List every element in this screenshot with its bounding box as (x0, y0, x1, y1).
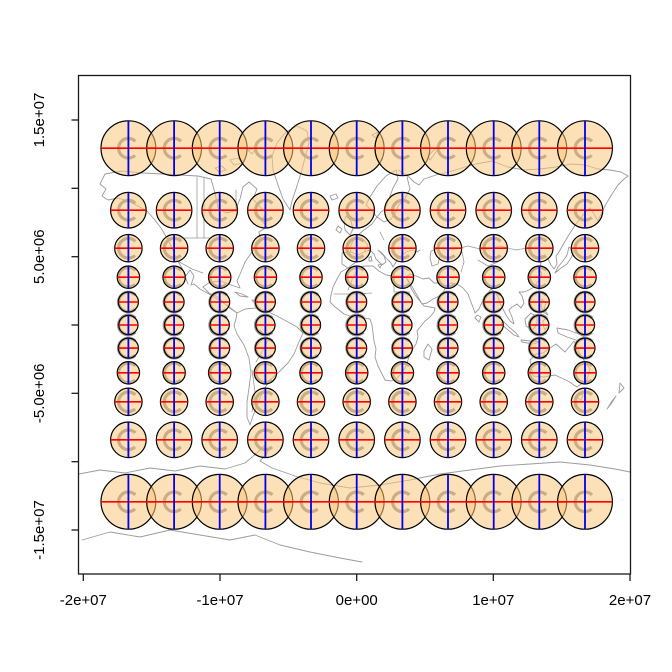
coastline (329, 193, 339, 201)
tissot-axes-layer (101, 120, 613, 530)
coastline (529, 340, 591, 388)
y-tick-label: 5.0e+06 (31, 229, 48, 284)
coastline (78, 445, 631, 489)
country-border (379, 231, 385, 241)
y-tick-label: -5.0e+06 (31, 363, 48, 423)
coastline (606, 395, 617, 410)
coastline (81, 529, 363, 563)
y-tick-label: -1.5e+07 (31, 500, 48, 560)
coastline (618, 382, 625, 394)
coastline (474, 314, 482, 323)
x-axis: -2e+07 -1e+07 0e+00 1e+07 2e+07 (60, 574, 651, 609)
x-tick-label: 1e+07 (472, 592, 514, 609)
y-axis: 1.5e+07 5.0e+06 -5.0e+06 -1.5e+07 (31, 93, 79, 560)
x-tick-label: -2e+07 (60, 592, 107, 609)
coastline (368, 255, 373, 262)
y-tick-label: 1.5e+07 (31, 93, 48, 148)
coastline (377, 263, 383, 269)
plot-area (78, 120, 631, 563)
coastline (423, 343, 433, 361)
x-tick-label: -1e+07 (196, 592, 243, 609)
country-border (460, 251, 465, 273)
coastline (405, 273, 447, 305)
coastline (335, 225, 343, 234)
coastline (234, 291, 249, 298)
country-border (477, 259, 499, 267)
x-tick-label: 2e+07 (609, 592, 651, 609)
x-tick-label: 0e+00 (336, 592, 378, 609)
